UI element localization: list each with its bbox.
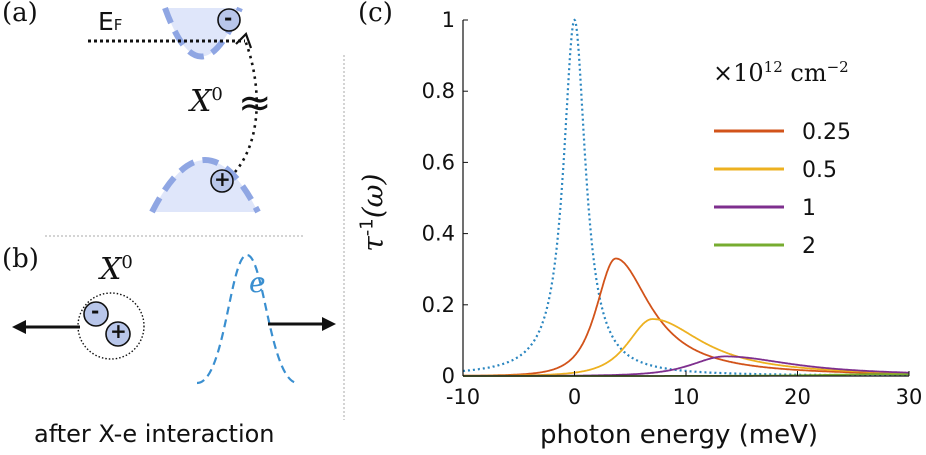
electron-label-b: e xyxy=(249,266,266,299)
valence-band-edge xyxy=(149,157,261,214)
hole-particle xyxy=(210,169,234,193)
x-axis-label: photon energy (meV) xyxy=(540,420,818,450)
y-tick-label: 0 xyxy=(442,364,455,388)
y-tick-label: 0.4 xyxy=(422,222,455,246)
exciton-boundary xyxy=(77,292,145,360)
y-axis-label: τ-1(ω) xyxy=(356,174,389,252)
fermi-sub: F xyxy=(113,16,123,34)
series-line-0.25 xyxy=(463,257,909,377)
legend-title: ×1012 cm−2 xyxy=(713,58,849,87)
panel-b-caption: after X-e interaction xyxy=(34,420,275,448)
y-axis-label-arg: (ω) xyxy=(356,173,390,219)
legend-title-base: ×10 xyxy=(713,59,764,87)
y-axis-label-sup: -1 xyxy=(356,218,378,237)
electron-particle-b xyxy=(83,301,109,327)
exciton-x-a: X xyxy=(190,84,212,119)
legend-label-1: 1 xyxy=(802,196,816,221)
exciton-arrow-head xyxy=(12,320,26,334)
panel-b-label: (b) xyxy=(2,244,39,274)
hole-symbol-a: + xyxy=(214,167,231,191)
legend-label-0.25: 0.25 xyxy=(802,120,851,145)
approx-symbol: ≈ xyxy=(238,80,272,126)
chart-legend: 0.25 0.5 1 2 xyxy=(714,120,851,259)
panel-a-diagram xyxy=(88,6,261,214)
x-tick-label: 30 xyxy=(896,385,923,409)
legend-title-exp: 12 xyxy=(763,58,783,76)
y-tick-label: 1 xyxy=(442,8,455,32)
legend-label-0.5: 0.5 xyxy=(802,158,837,183)
exciton-sup-a: 0 xyxy=(211,84,223,105)
y-axis-label-tau: τ xyxy=(356,236,390,252)
exciton-label-b: X0 xyxy=(100,252,133,287)
y-tick-label: 0.2 xyxy=(422,293,455,317)
y-tick-label: 0.6 xyxy=(422,150,455,174)
hole-symbol-b: + xyxy=(110,319,127,343)
exciton-label-a: X0 xyxy=(190,84,223,119)
electron-arrow-head xyxy=(322,317,336,331)
y-tick-label: 0.8 xyxy=(422,79,455,103)
transition-arrow xyxy=(234,39,258,173)
panel-a-label: (a) xyxy=(2,0,38,28)
electron-symbol-b: - xyxy=(91,299,100,323)
hole-particle-b xyxy=(105,321,131,347)
x-tick-label: -10 xyxy=(446,385,480,409)
electron-symbol-a: - xyxy=(224,6,233,30)
plot-area xyxy=(463,20,909,376)
legend-title-unit-exp: −2 xyxy=(826,58,849,76)
electron-particle xyxy=(217,8,241,32)
fermi-level-label: EF xyxy=(98,7,122,36)
exciton-x-b: X xyxy=(100,252,122,287)
fermi-e: E xyxy=(98,7,114,36)
x-tick-label: 20 xyxy=(784,385,811,409)
x-tick-label: 10 xyxy=(673,385,700,409)
x-tick-label: 0 xyxy=(568,385,581,409)
transition-arrow-head xyxy=(235,31,253,49)
exciton-sup-b: 0 xyxy=(121,252,133,273)
legend-title-unit: cm xyxy=(790,59,827,87)
panel-c-label: (c) xyxy=(358,0,393,28)
legend-label-2: 2 xyxy=(802,234,816,259)
panel-b-diagram xyxy=(12,253,336,385)
